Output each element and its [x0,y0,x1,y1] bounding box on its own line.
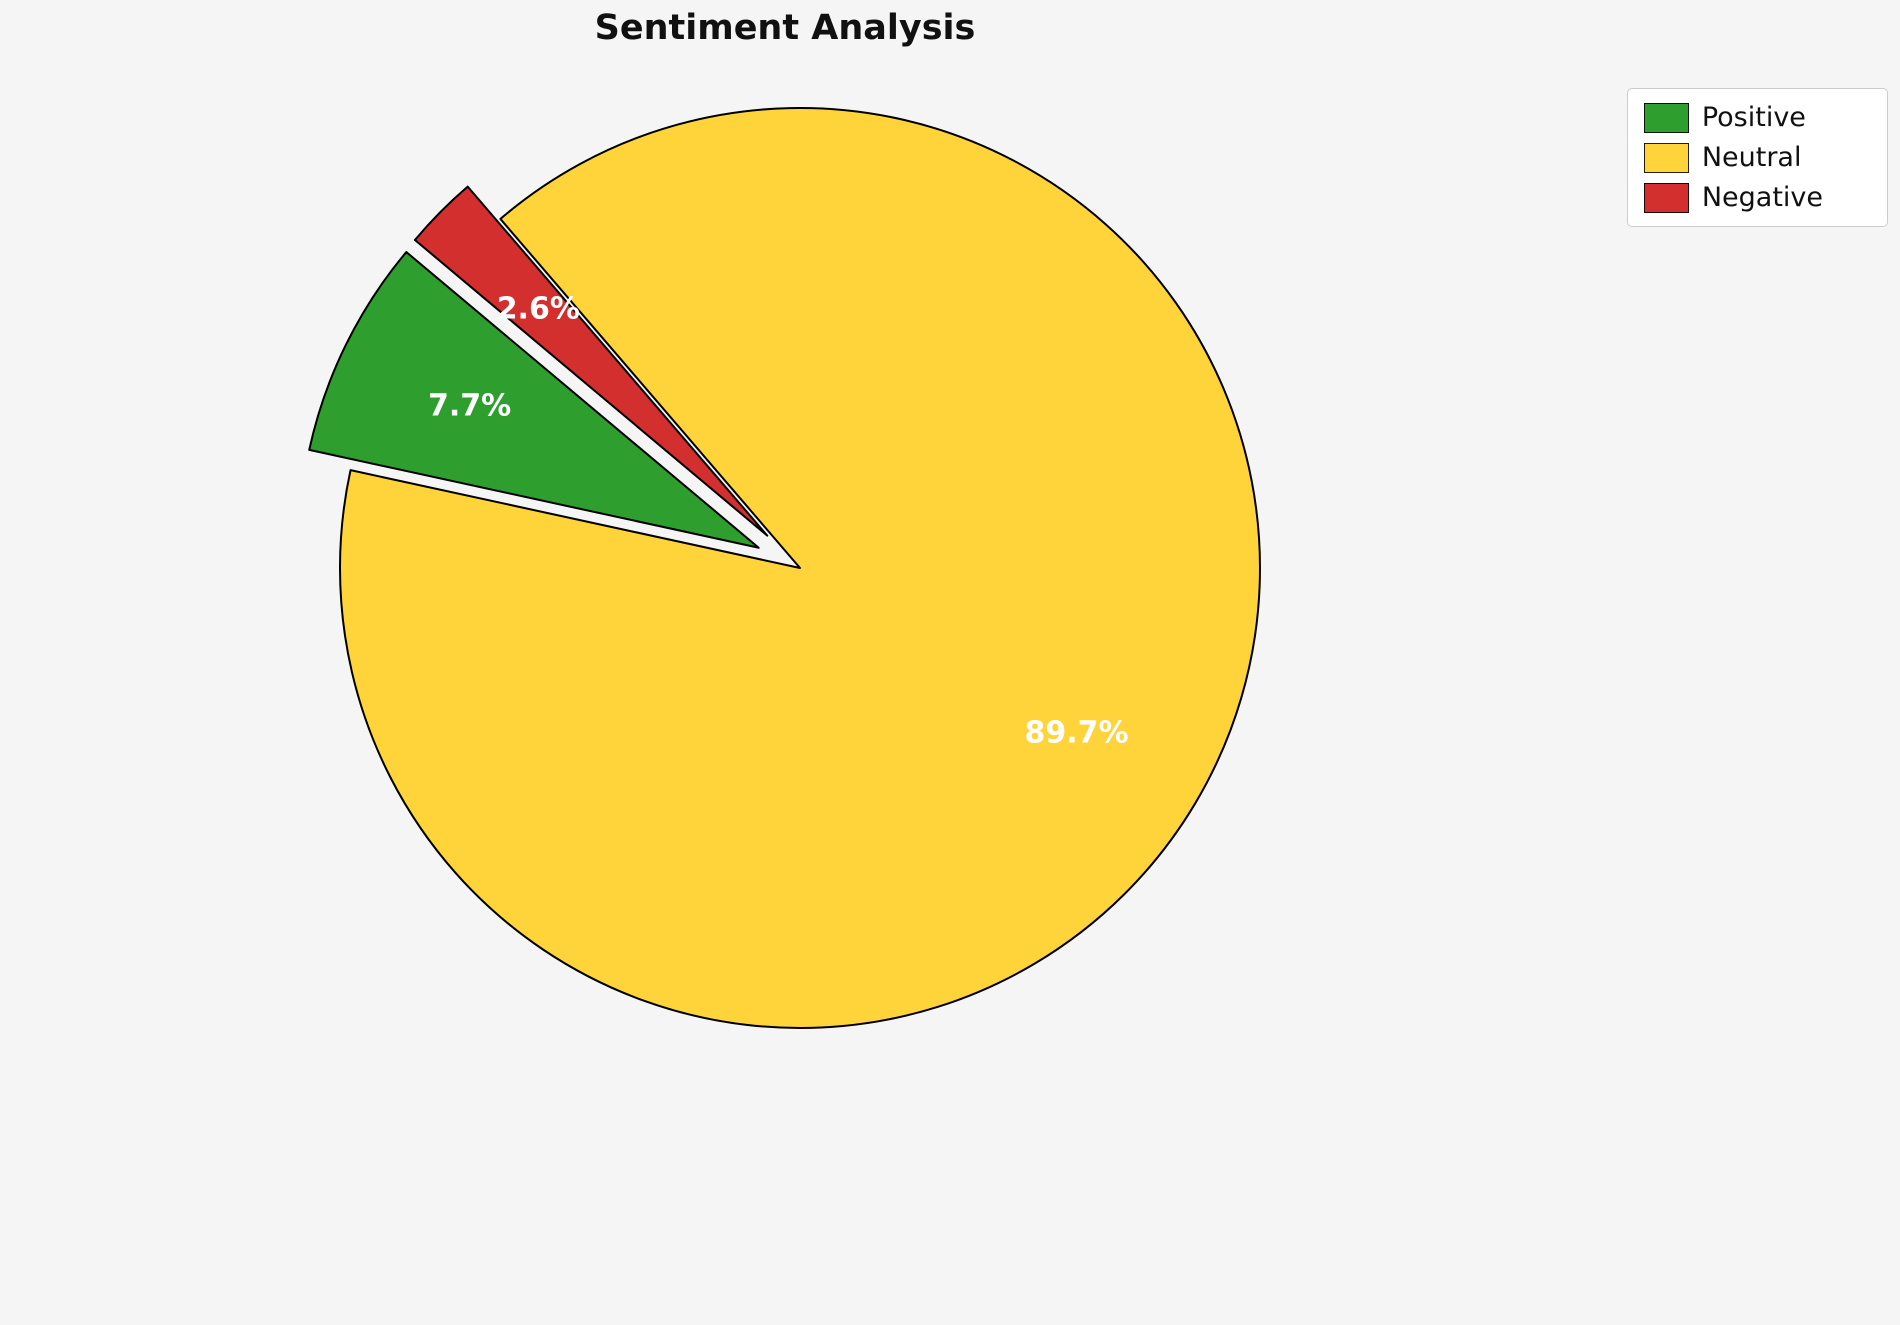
legend-swatch-neutral [1643,142,1689,173]
legend-swatch-negative [1643,182,1689,213]
chart-title: Sentiment Analysis [594,8,976,48]
legend-item-neutral: Neutral [1643,142,1869,173]
percent-label-positive: 7.7% [428,388,511,423]
legend-label-negative: Negative [1701,182,1823,213]
legend-label-neutral: Neutral [1701,142,1802,173]
percent-label-neutral: 89.7% [1024,716,1128,751]
pie-slice-positive [308,251,760,549]
pie-slice-neutral [339,107,1261,1029]
percent-label-negative: 2.6% [497,292,580,327]
legend-label-positive: Positive [1701,102,1806,133]
legend-item-negative: Negative [1643,182,1869,213]
legend-item-positive: Positive [1643,102,1869,133]
pie-slice-negative [413,185,769,537]
legend: Positive Neutral Negative [1626,88,1888,227]
legend-swatch-positive [1643,102,1689,133]
